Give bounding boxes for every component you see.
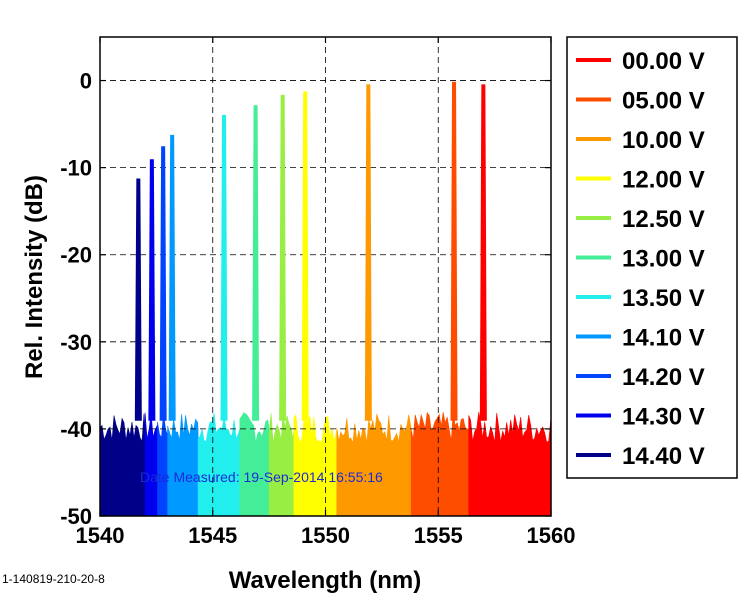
x-tick-label: 1560 — [527, 523, 576, 548]
noise-floor-0500 — [410, 411, 469, 517]
y-tick-label: -50 — [60, 504, 92, 529]
noise-floor-1410 — [167, 413, 199, 517]
noise-floor-1440 — [99, 413, 146, 517]
x-tick-label: 1555 — [414, 523, 463, 548]
peaks-layer — [134, 81, 487, 421]
peak-1430 — [148, 159, 156, 421]
peak-1420 — [159, 146, 167, 421]
noise-floor-layer — [99, 411, 552, 517]
x-tick-label: 1550 — [301, 523, 350, 548]
legend-label-1200: 12.00 V — [622, 167, 705, 194]
y-tick-label: -30 — [60, 330, 92, 355]
legend-label-1420: 14.20 V — [622, 364, 705, 391]
y-tick-label: -40 — [60, 417, 92, 442]
peak-0500 — [450, 81, 458, 421]
legend-label-0000: 00.00 V — [622, 48, 705, 75]
legend-label-1410: 14.10 V — [622, 325, 705, 352]
noise-floor-1420 — [157, 412, 168, 517]
peak-1250 — [279, 94, 287, 421]
peak-1350 — [220, 114, 228, 421]
noise-floor-1350 — [197, 413, 241, 517]
peak-1200 — [301, 91, 309, 421]
peak-1440 — [134, 178, 142, 421]
legend-label-1000: 10.00 V — [622, 127, 705, 154]
x-tick-label: 1545 — [188, 523, 237, 548]
legend-label-1300: 13.00 V — [622, 246, 705, 273]
figure-id-label: 1-140819-210-20-8 — [2, 572, 105, 586]
peak-1300 — [252, 105, 260, 421]
y-tick-label: -10 — [60, 156, 92, 181]
axis-ticks: 1540 1545 1550 1555 1560 0 -10 -20 -30 -40 -50 — [60, 37, 575, 548]
x-tick-label: 1540 — [76, 523, 125, 548]
noise-floor-1250 — [268, 411, 295, 517]
legend-label-1440: 14.40 V — [622, 443, 705, 470]
peak-1000 — [364, 84, 372, 421]
peak-0000 — [479, 84, 487, 421]
legend-label-1430: 14.30 V — [622, 404, 705, 431]
y-axis-label: Rel. Intensity (dB) — [21, 175, 48, 379]
legend-label-1250: 12.50 V — [622, 206, 705, 233]
noise-floor-0000 — [468, 411, 552, 517]
peak-1410 — [168, 134, 176, 421]
noise-floor-1000 — [336, 413, 412, 517]
y-tick-label: 0 — [80, 69, 92, 94]
x-axis-label: Wavelength (nm) — [229, 567, 421, 594]
date-measured-annotation: Date Measured: 19-Sep-2014 16:55:16 — [140, 469, 383, 485]
legend-label-1350: 13.50 V — [622, 285, 705, 312]
noise-floor-1430 — [144, 412, 158, 517]
y-tick-label: -20 — [60, 243, 92, 268]
legend: 00.00 V 05.00 V 10.00 V 12.00 V 12.50 V 13.00… — [566, 36, 738, 479]
noise-floor-1200 — [293, 413, 338, 517]
noise-floor-1300 — [239, 412, 270, 517]
legend-label-0500: 05.00 V — [622, 88, 705, 115]
